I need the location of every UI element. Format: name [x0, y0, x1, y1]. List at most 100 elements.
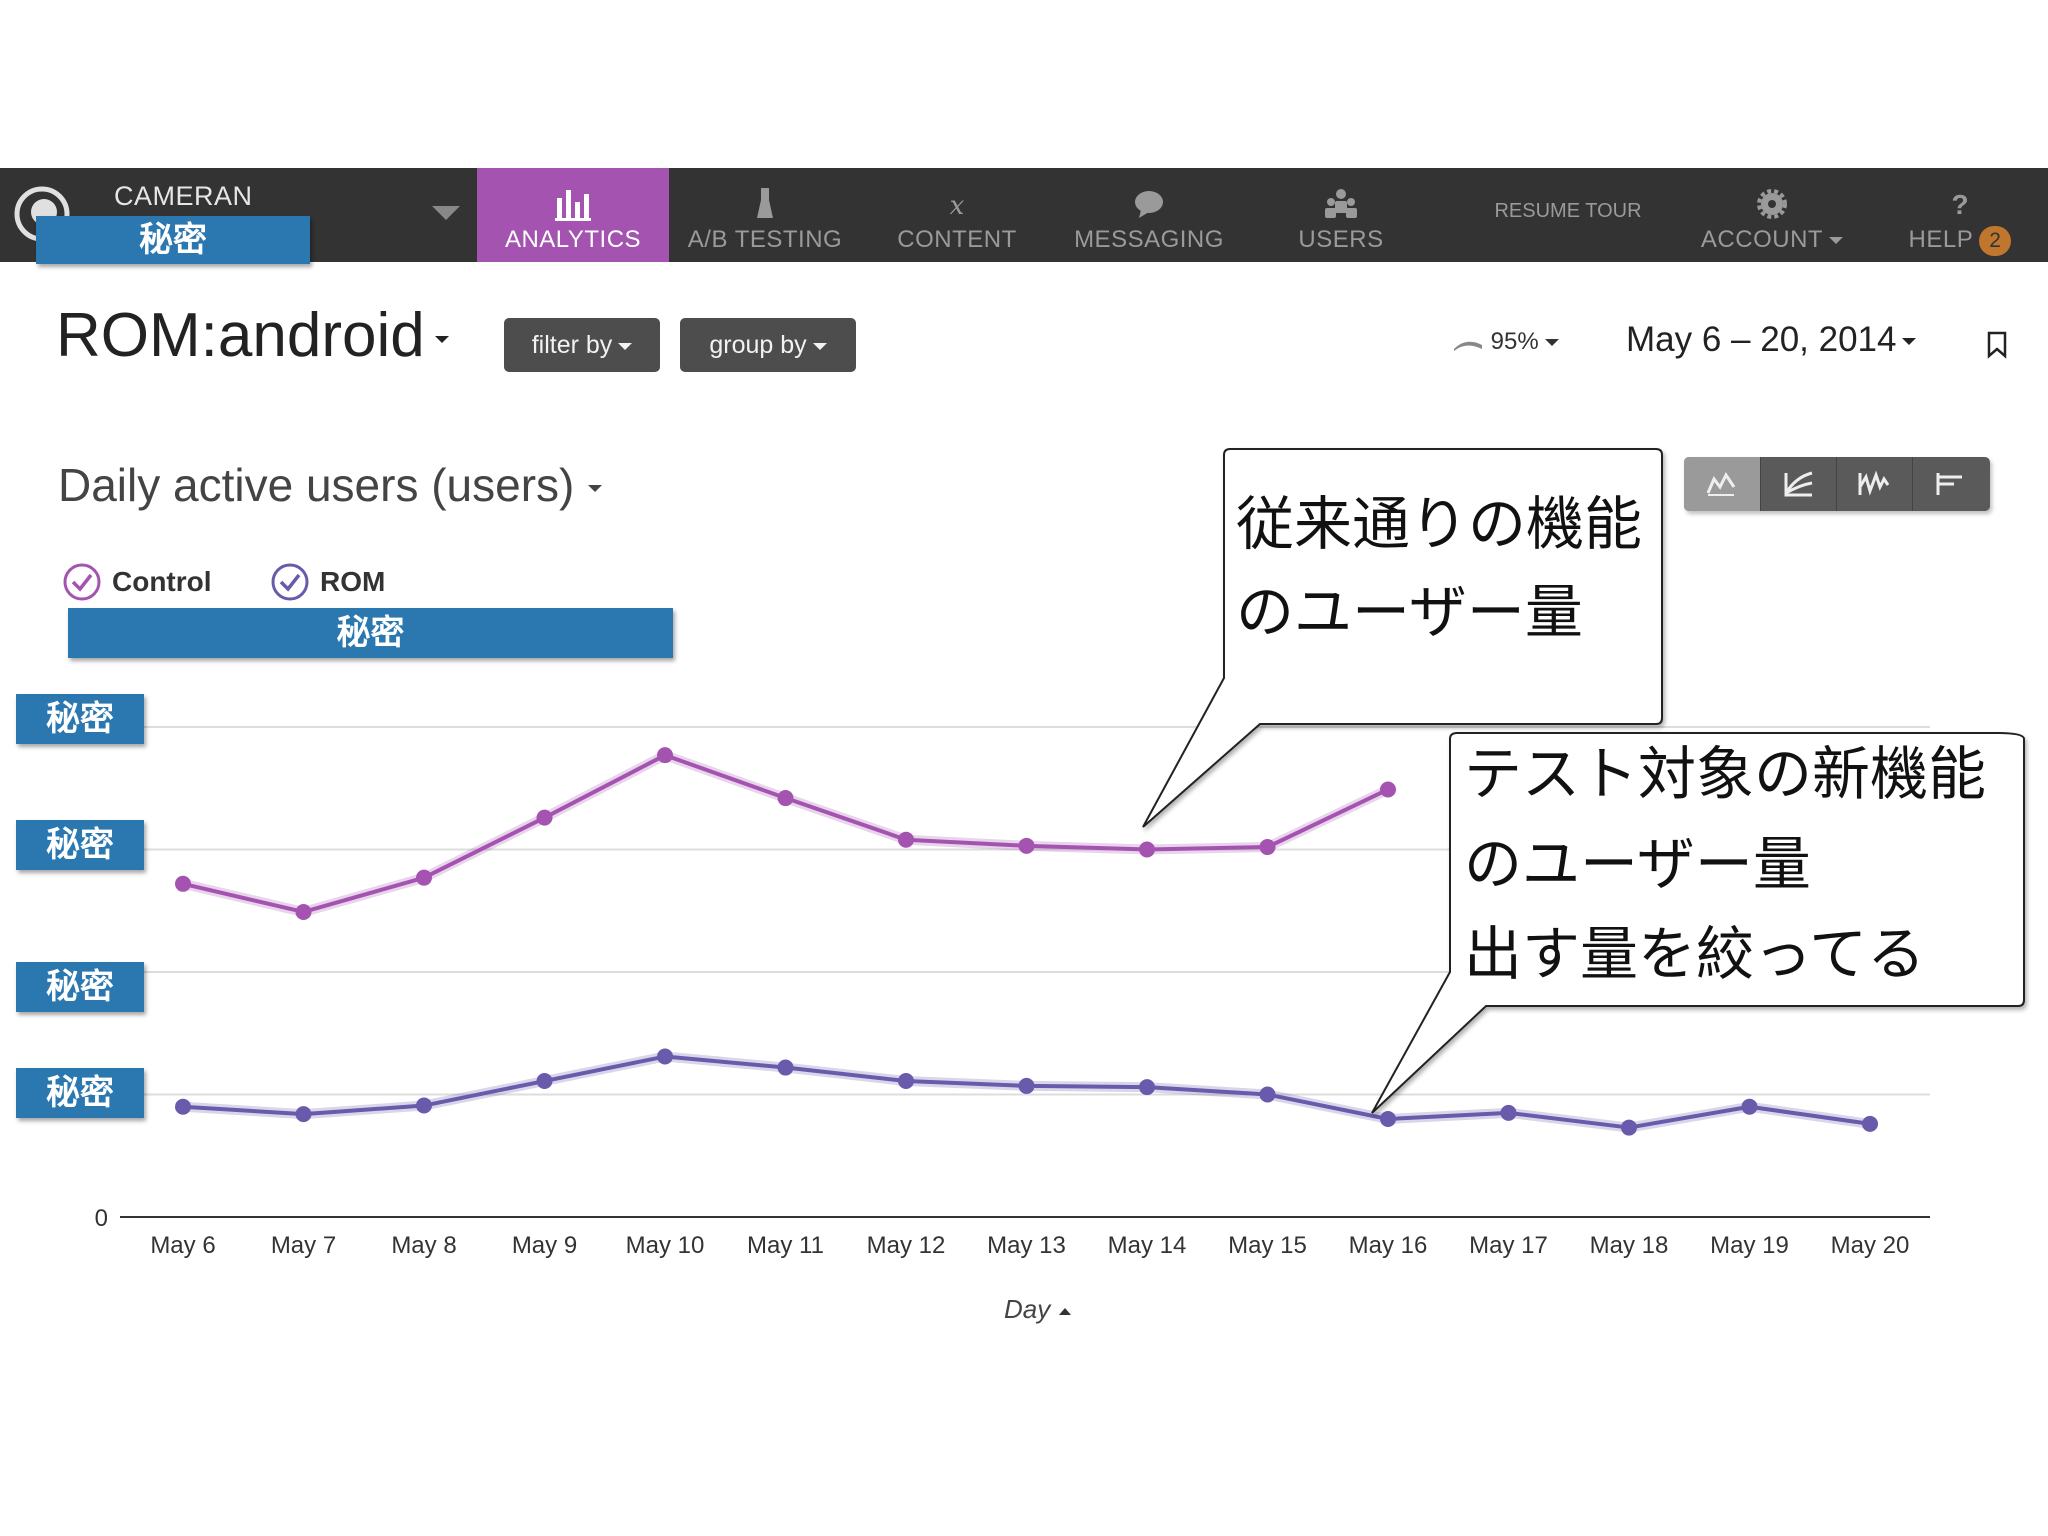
y-tick-label: 0 — [95, 1205, 108, 1232]
tab-messaging-label: MESSAGING — [1074, 226, 1224, 253]
horizontal-bar-icon — [1936, 473, 1962, 495]
metric-selector[interactable]: Daily active users (users) — [58, 458, 603, 512]
x-tick-label: May 19 — [1710, 1232, 1789, 1259]
page-title-text: ROM:android — [56, 301, 425, 370]
callout-rom-line-2: のユーザー量 — [1464, 830, 1811, 898]
data-point-control — [898, 831, 914, 848]
x-tick-label: May 20 — [1831, 1232, 1910, 1259]
redacted-legend-label: 秘密 — [68, 608, 673, 658]
data-point-control — [175, 875, 191, 892]
volatility-chart-icon — [1858, 470, 1890, 496]
account-menu[interactable]: ACCOUNT — [1680, 168, 1864, 262]
chart-type-cumulative-button[interactable] — [1760, 457, 1837, 511]
bar-chart-icon — [555, 190, 591, 221]
chevron-down-icon — [1544, 339, 1559, 347]
chart-type-switch — [1684, 457, 1990, 511]
legend-label-control: Control — [112, 566, 212, 597]
redacted-y-tick-label: 秘密 — [16, 1068, 144, 1118]
help-label: HELP — [1908, 226, 1974, 253]
data-point-control — [416, 869, 432, 886]
data-point-rom — [1741, 1098, 1758, 1115]
tab-messaging[interactable]: MESSAGING — [1053, 168, 1245, 262]
data-point-rom — [1139, 1079, 1155, 1096]
tab-content[interactable]: x CONTENT — [861, 168, 1053, 262]
confidence-selector[interactable]: 95% — [1452, 328, 1559, 356]
data-point-control — [777, 790, 794, 807]
data-point-rom — [1500, 1104, 1517, 1121]
series-line-control — [182, 753, 1389, 914]
chart-type-volatility-button[interactable] — [1836, 457, 1913, 511]
data-point-rom — [536, 1073, 553, 1090]
data-point-rom — [657, 1048, 673, 1065]
tab-users-label: USERS — [1298, 226, 1384, 253]
filter-by-button[interactable]: filter by — [504, 318, 660, 372]
date-range-picker[interactable]: May 6 – 20, 2014 — [1626, 320, 1917, 360]
x-tick-label: May 6 — [150, 1232, 215, 1259]
chart-type-funnel-button[interactable] — [1912, 457, 1988, 511]
tab-analytics-label: ANALYTICS — [504, 226, 642, 253]
chevron-down-icon — [618, 342, 633, 350]
data-point-rom — [416, 1097, 432, 1114]
group-by-button[interactable]: group by — [680, 318, 856, 372]
x-axis-title-text: Day — [1004, 1294, 1051, 1324]
help-badge: 2 — [1979, 226, 2012, 256]
help-menu[interactable]: ? HELP 2 — [1880, 168, 2040, 262]
checkbox-checked-icon — [271, 563, 309, 601]
cumulative-chart-icon — [1784, 471, 1813, 497]
legend-item-control[interactable]: Control — [62, 562, 212, 602]
speech-bubble-icon — [1135, 191, 1163, 218]
x-tick-label: May 8 — [391, 1232, 456, 1259]
users-icon — [1325, 189, 1357, 218]
x-tick-label: May 12 — [867, 1232, 946, 1259]
callout-control-line-1: 従来通りの機能 — [1236, 490, 1643, 558]
tab-ab-testing-label: A/B TESTING — [687, 226, 843, 253]
data-point-control — [1018, 837, 1035, 854]
date-range-text: May 6 – 20, 2014 — [1626, 320, 1897, 359]
x-tick-label: May 11 — [747, 1232, 824, 1259]
filter-by-label: filter by — [531, 331, 613, 359]
data-point-control — [1259, 839, 1276, 856]
data-point-rom — [1380, 1111, 1396, 1127]
tab-analytics[interactable]: ANALYTICS — [477, 168, 669, 262]
group-by-label: group by — [709, 331, 807, 359]
svg-text:x: x — [950, 191, 965, 221]
chevron-down-icon — [1829, 237, 1844, 245]
x-tick-label: May 17 — [1469, 1232, 1548, 1259]
data-point-control — [536, 809, 553, 826]
callout-rom-line-3: 出す量を絞ってる — [1464, 920, 1926, 988]
tab-users[interactable]: USERS — [1245, 168, 1437, 262]
redacted-y-tick-label: 秘密 — [16, 962, 144, 1012]
data-point-rom — [1259, 1086, 1276, 1103]
chevron-down-icon — [434, 336, 449, 344]
data-point-rom — [777, 1059, 794, 1076]
line-chart-icon — [1706, 472, 1736, 496]
chevron-down-icon — [1902, 338, 1917, 346]
legend-label-rom: ROM — [320, 566, 386, 597]
x-tick-label: May 15 — [1228, 1232, 1307, 1259]
resume-tour-link[interactable]: RESUME TOUR — [1494, 200, 1642, 222]
checkbox-checked-icon — [63, 563, 101, 601]
data-point-control — [657, 747, 673, 764]
metric-title-text: Daily active users (users) — [58, 459, 575, 511]
redacted-y-tick-label: 秘密 — [16, 820, 144, 870]
callout-rom-line-1: テスト対象の新機能 — [1464, 740, 1987, 808]
x-tick-label: May 7 — [271, 1232, 336, 1259]
help-question-icon: ? — [1951, 189, 1968, 220]
data-point-rom — [1862, 1115, 1878, 1132]
tab-ab-testing[interactable]: A/B TESTING — [669, 168, 861, 262]
confidence-band-icon — [1454, 341, 1482, 351]
page-title[interactable]: ROM:android — [56, 300, 449, 371]
x-tick-label: May 18 — [1590, 1232, 1669, 1259]
data-point-control — [1380, 781, 1396, 798]
legend-item-rom[interactable]: ROM — [270, 562, 385, 602]
x-axis-title[interactable]: Day — [1004, 1294, 1073, 1325]
x-tick-label: May 9 — [512, 1232, 577, 1259]
top-navbar — [0, 168, 2048, 262]
app-name[interactable]: CAMERAN — [114, 181, 253, 211]
bookmark-icon[interactable] — [1986, 331, 2008, 359]
data-point-rom — [1018, 1077, 1035, 1094]
redacted-app-label: 秘密 — [36, 216, 310, 264]
chart-type-line-button[interactable] — [1684, 457, 1761, 511]
app-switcher-chevron-down-icon[interactable] — [432, 206, 460, 220]
